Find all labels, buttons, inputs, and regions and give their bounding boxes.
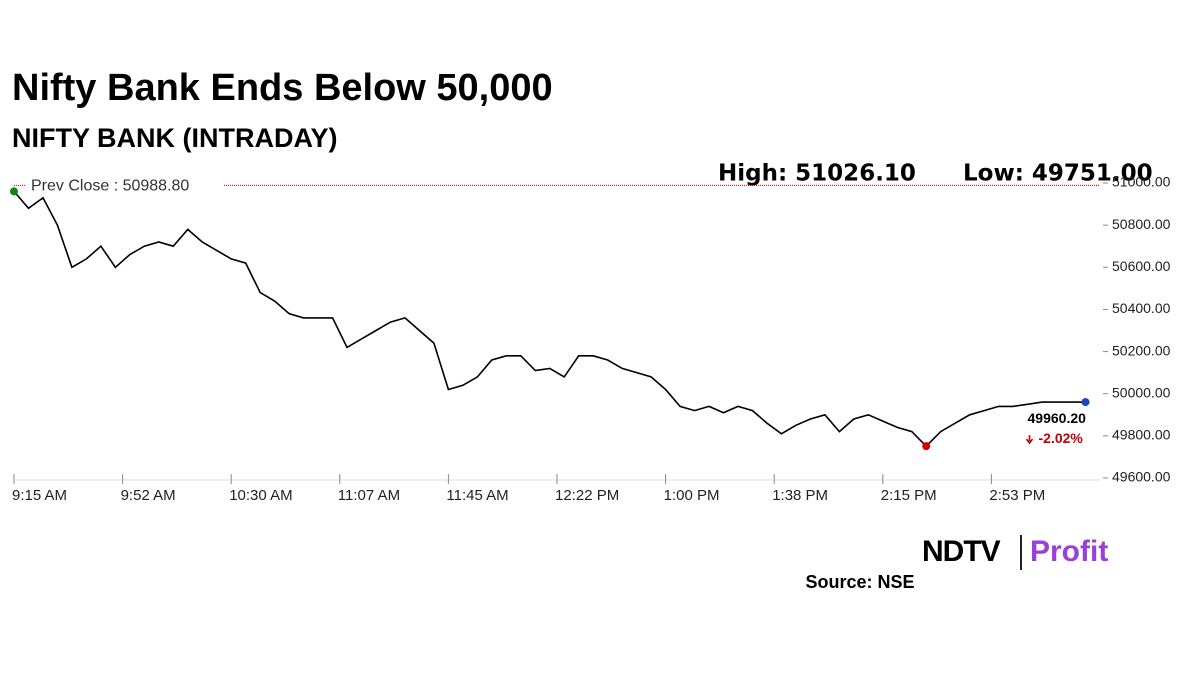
x-tick-label: 10:30 AM <box>229 487 292 504</box>
change-label: -2.02% <box>1039 430 1084 446</box>
x-tick-label: 1:00 PM <box>664 487 720 504</box>
chart-subtitle: NIFTY BANK (INTRADAY) <box>12 123 338 153</box>
y-tick-label: 50200.00 <box>1112 342 1171 358</box>
chart-title: Nifty Bank Ends Below 50,000 <box>12 67 553 109</box>
y-tick-label: 50600.00 <box>1112 258 1171 274</box>
x-tick-label: 2:15 PM <box>881 487 937 504</box>
y-tick-label: 49800.00 <box>1112 427 1171 443</box>
x-tick-label: 2:53 PM <box>989 487 1045 504</box>
y-tick-label: 50800.00 <box>1112 216 1171 232</box>
x-tick-label: 9:15 AM <box>12 487 67 504</box>
down-arrow <box>1025 435 1034 445</box>
y-tick-label: 51000.00 <box>1112 174 1171 190</box>
y-tick-label: 50400.00 <box>1112 300 1171 316</box>
prev-close-bg <box>26 174 224 195</box>
x-tick-label: 1:38 PM <box>772 487 828 504</box>
price-line <box>13 190 1086 448</box>
logo-profit: Profit <box>1030 535 1108 568</box>
x-tick-label: 12:22 PM <box>555 487 619 504</box>
prev-close-label: Prev Close : 50988.80 <box>31 178 189 195</box>
last-label-bg <box>1023 407 1090 448</box>
low-dot <box>922 442 931 451</box>
logo-ndtv: NDTV <box>922 535 1001 568</box>
high-label: High: 51026.10 <box>718 161 916 187</box>
x-tick-label: 11:07 AM <box>338 487 400 504</box>
low-label: Low: 49751.00 <box>963 161 1153 187</box>
start-dot <box>10 187 18 196</box>
y-tick-label: 49600.00 <box>1112 469 1171 485</box>
last-dot <box>1081 398 1090 407</box>
x-tick-label: 9:52 AM <box>121 487 176 504</box>
last-value-label: 49960.20 <box>1028 410 1087 426</box>
y-tick-label: 50000.00 <box>1112 384 1171 400</box>
source: Source: NSE <box>805 572 914 592</box>
x-tick-label: 11:45 AM <box>446 487 508 504</box>
